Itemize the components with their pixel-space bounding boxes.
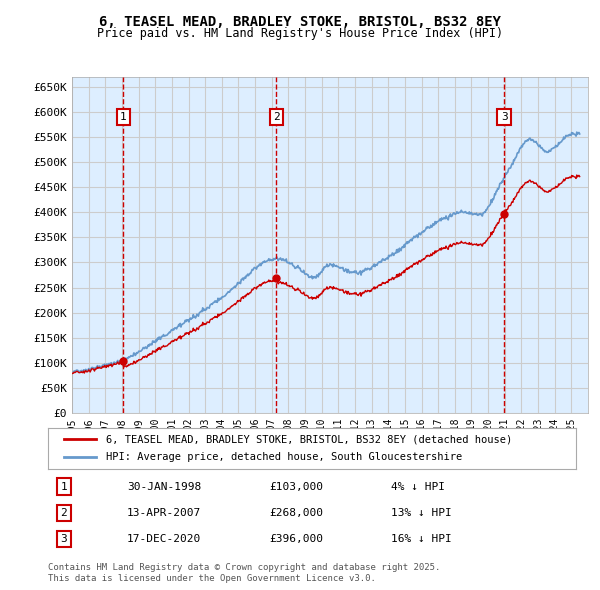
- Text: 2: 2: [273, 112, 280, 122]
- Text: 17-DEC-2020: 17-DEC-2020: [127, 534, 202, 544]
- Text: 3: 3: [61, 534, 67, 544]
- Text: £268,000: £268,000: [270, 508, 324, 518]
- Text: £396,000: £396,000: [270, 534, 324, 544]
- Text: 30-JAN-1998: 30-JAN-1998: [127, 481, 202, 491]
- Text: 2: 2: [61, 508, 67, 518]
- Text: HPI: Average price, detached house, South Gloucestershire: HPI: Average price, detached house, Sout…: [106, 453, 463, 463]
- Text: Price paid vs. HM Land Registry's House Price Index (HPI): Price paid vs. HM Land Registry's House …: [97, 27, 503, 40]
- Text: 6, TEASEL MEAD, BRADLEY STOKE, BRISTOL, BS32 8EY: 6, TEASEL MEAD, BRADLEY STOKE, BRISTOL, …: [99, 15, 501, 29]
- Text: 16% ↓ HPI: 16% ↓ HPI: [391, 534, 452, 544]
- Text: 1: 1: [61, 481, 67, 491]
- Text: Contains HM Land Registry data © Crown copyright and database right 2025.
This d: Contains HM Land Registry data © Crown c…: [48, 563, 440, 583]
- Text: 1: 1: [120, 112, 127, 122]
- Text: £103,000: £103,000: [270, 481, 324, 491]
- Text: 13-APR-2007: 13-APR-2007: [127, 508, 202, 518]
- Text: 4% ↓ HPI: 4% ↓ HPI: [391, 481, 445, 491]
- Text: 6, TEASEL MEAD, BRADLEY STOKE, BRISTOL, BS32 8EY (detached house): 6, TEASEL MEAD, BRADLEY STOKE, BRISTOL, …: [106, 434, 512, 444]
- Text: 3: 3: [501, 112, 508, 122]
- Text: 13% ↓ HPI: 13% ↓ HPI: [391, 508, 452, 518]
